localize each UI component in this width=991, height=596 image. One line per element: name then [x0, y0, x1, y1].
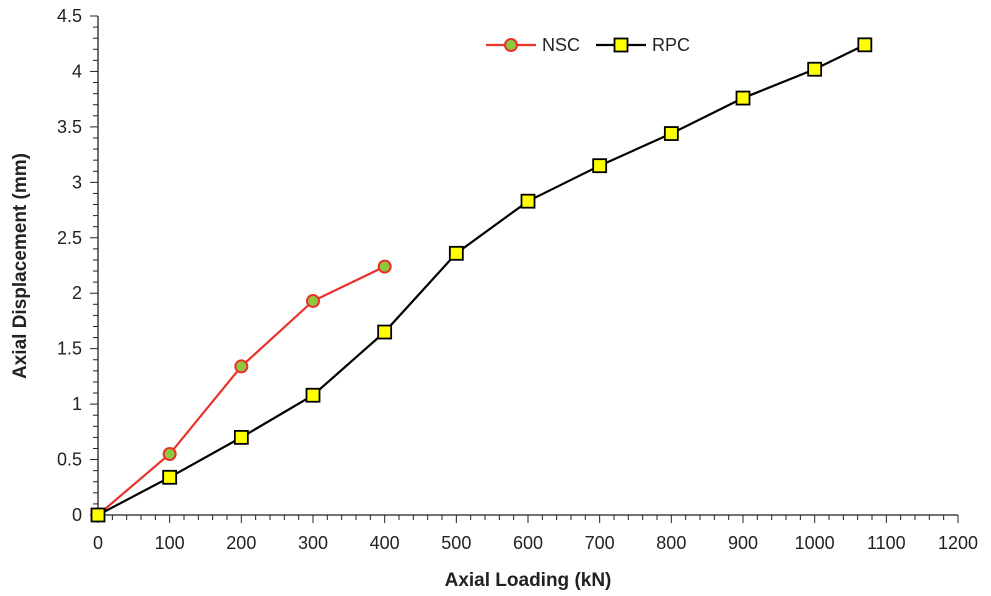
series-line-rpc — [97, 43, 866, 516]
data-point-rpc — [592, 158, 608, 174]
y-tick-label: 4.5 — [57, 6, 82, 26]
data-point-rpc — [857, 37, 873, 53]
y-tick-label: 2.5 — [57, 228, 82, 248]
legend-label-nsc: NSC — [542, 35, 580, 55]
data-point-rpc — [233, 429, 249, 445]
y-tick-label: 0.5 — [57, 450, 82, 470]
x-tick-label: 200 — [226, 533, 256, 553]
axes — [90, 15, 959, 523]
x-tick-label: 1100 — [867, 533, 906, 553]
data-point-nsc — [377, 259, 392, 274]
y-axis-title: Axial Displacement (mm) — [10, 153, 31, 379]
y-tick-labels: 0 0.5 1 1.5 2 2.5 3 3.5 4 4.5 — [57, 6, 82, 525]
data-point-rpc — [377, 324, 393, 340]
x-tick-label: 300 — [298, 533, 328, 553]
x-tick-label: 1200 — [938, 533, 978, 553]
data-point-rpc — [90, 507, 106, 523]
series-layer — [90, 37, 873, 523]
x-tick-label: 800 — [656, 533, 686, 553]
y-tick-label: 3.5 — [57, 117, 82, 137]
data-point-rpc — [520, 193, 536, 209]
x-tick-label: 600 — [513, 533, 543, 553]
data-point-rpc — [735, 90, 751, 106]
x-tick-label: 900 — [728, 533, 758, 553]
y-tick-label: 4 — [72, 61, 82, 81]
legend-item-nsc: NSC — [486, 35, 580, 55]
legend-label-rpc: RPC — [652, 35, 690, 55]
data-point-rpc — [162, 469, 178, 485]
data-point-rpc — [305, 387, 321, 403]
x-tick-label: 100 — [155, 533, 185, 553]
y-tick-label: 1 — [72, 394, 82, 414]
y-tick-label: 3 — [72, 172, 82, 192]
x-tick-label: 0 — [93, 533, 103, 553]
x-tick-label: 400 — [370, 533, 400, 553]
data-point-rpc — [663, 126, 679, 141]
data-point-rpc — [448, 245, 464, 261]
data-point-nsc — [306, 293, 320, 308]
y-tick-label: 2 — [72, 283, 82, 303]
series-line-nsc — [97, 265, 386, 516]
x-tick-label: 500 — [441, 533, 471, 553]
x-axis-title: Axial Loading (kN) — [445, 570, 612, 591]
x-tick-labels: 0 100 200 300 400 500 600 700 800 900 1000 1100 1200 — [93, 533, 978, 553]
data-point-nsc — [162, 447, 177, 462]
y-tick-label: 0 — [72, 505, 82, 525]
legend-marker-nsc — [504, 38, 518, 52]
data-point-nsc — [234, 359, 249, 374]
legend-marker-rpc — [613, 37, 629, 53]
x-tick-label: 1000 — [795, 533, 835, 553]
data-point-rpc — [807, 61, 823, 77]
x-tick-label: 700 — [585, 533, 615, 553]
y-tick-label: 1.5 — [57, 339, 82, 359]
legend: NSC RPC — [486, 35, 690, 55]
legend-item-rpc: RPC — [596, 35, 690, 55]
